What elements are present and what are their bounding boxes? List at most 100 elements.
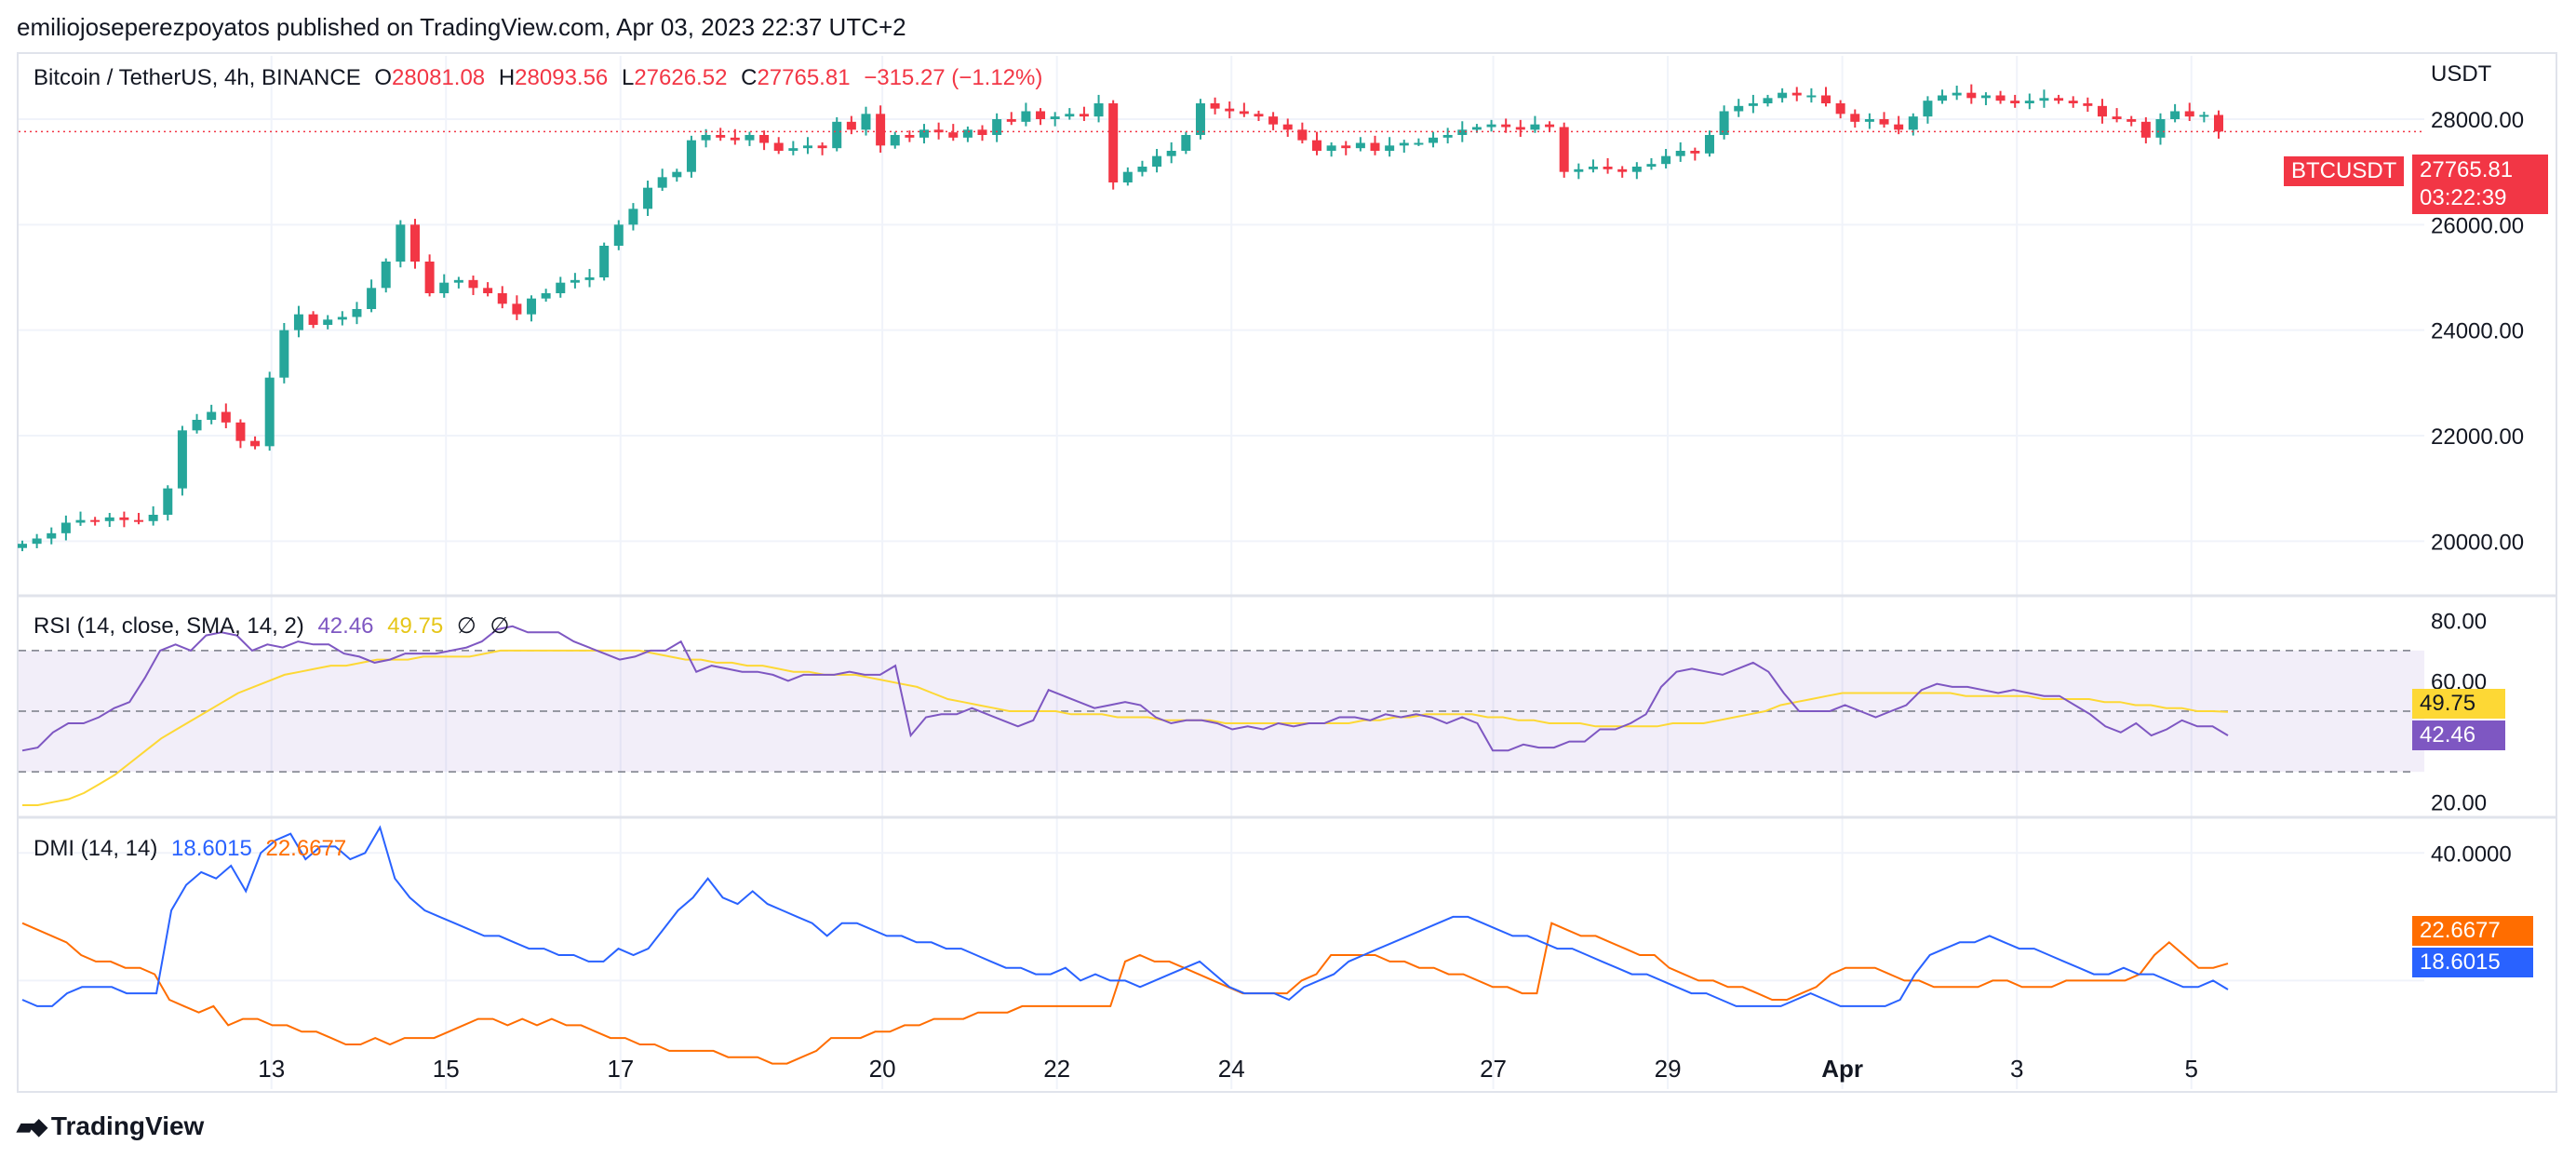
candle-body [1385,145,1395,151]
candle-body [1734,105,1744,112]
candle-body [1864,119,1874,122]
rsi-tick-label: 80.00 [2431,609,2487,634]
candle-body [1966,92,1977,99]
candle-body [2155,119,2166,138]
candle-body [919,129,930,138]
rsi-tick-label: 20.00 [2431,791,2487,816]
candle-body [1122,171,1133,182]
price-tick-label: 28000.00 [2431,108,2524,133]
candle-body [1457,129,1468,135]
candle-body [817,145,827,149]
candle-body [221,411,231,423]
candle-body [1239,111,1249,114]
price-axis-ticks: 28000.00 26000.00 24000.00 22000.00 20000.00… [2431,108,2524,867]
candle-body [584,277,595,280]
candle-body [1791,92,1802,96]
candle-body [701,135,711,141]
time-axis-label: 27 [1480,1055,1507,1083]
candle-body [1617,168,1628,172]
candle-body [2068,101,2078,103]
candle-body [293,314,303,330]
dmi-legend[interactable]: DMI (14, 14) 18.6015 22.6677 [34,836,354,862]
candle-body [119,517,129,520]
tradingview-logo[interactable]: ▰◆ TradingView [17,1111,204,1141]
candle-body [439,282,449,293]
candle-body [1501,124,1511,128]
candle-body [1093,103,1104,117]
candle-body [1065,114,1075,117]
candle-body [279,330,289,378]
bar-countdown: 03:22:39 [2420,185,2507,210]
candle-body [1778,92,1788,99]
candle-body [512,303,522,315]
candle-body [832,121,842,149]
candle-body [1195,103,1205,135]
rsi-tag: 42.46 [2412,720,2505,750]
time-axis-label: 13 [258,1055,285,1083]
candle-body [759,135,770,143]
candle-body [977,129,987,135]
rsi-band [19,650,2424,773]
candle-body [1995,95,2006,101]
candle-body [352,309,362,317]
candle-body [60,522,71,533]
candle-body [1574,168,1584,172]
candle-body [1850,114,1860,122]
rsi-legend[interactable]: RSI (14, close, SMA, 14, 2) 42.46 49.75 … [34,613,517,640]
candle-body [1108,103,1119,182]
candle-body [1486,124,1496,128]
publisher-line: emiliojoseperezpoyatos published on Trad… [17,13,906,41]
candle-body [1166,151,1176,156]
close-value: 27765.81 [757,65,851,90]
candle-body [1952,92,1962,96]
candle-body [2199,114,2209,117]
candle-body [556,282,566,293]
time-axis-label: 20 [869,1055,896,1083]
candlestick-series [18,84,2424,552]
chart-frame[interactable] [17,52,2557,1093]
candle-body [1006,119,1016,122]
candle-body [1835,103,1845,114]
price-tick-label: 26000.00 [2431,213,2524,238]
candle-body [1806,95,1817,98]
candle-body [497,293,507,304]
price-tick-label: 20000.00 [2431,530,2524,555]
candle-body [483,288,493,293]
candle-body [1763,98,1773,103]
candle-body [1355,142,1365,149]
candle-body [1254,114,1264,117]
candle-body [1152,155,1162,167]
candle-body [745,135,755,141]
di-minus-value: 22.6677 [265,836,347,861]
pane-separators [19,594,2557,819]
candle-body [2054,98,2064,101]
candle-body [250,440,261,447]
candle-body [1908,116,1918,130]
candle-body [32,538,42,545]
candle-body [948,132,959,138]
candle-body [1021,111,1031,122]
rsi-sma-value: 49.75 [387,613,444,639]
candle-body [570,279,580,283]
candle-body [337,316,347,320]
candle-body [396,224,406,262]
candle-body [1399,142,1409,146]
candle-body [643,187,653,209]
di-minus-tag: 22.6677 [2412,916,2533,946]
dmi-tick-label: 40.0000 [2431,842,2512,867]
candle-body [1821,95,1831,103]
low-label: L [621,65,635,90]
candle-body [861,114,871,130]
candle-body [1181,135,1191,151]
candle-body [1137,167,1147,172]
time-axis-label: Apr [1821,1055,1863,1083]
symbol-label[interactable]: Bitcoin / TetherUS, 4h, BINANCE [34,65,361,90]
hide-icon[interactable]: ∅ [490,613,510,639]
time-axis-label: 24 [1218,1055,1245,1083]
time-axis-label: 29 [1655,1055,1682,1083]
candle-body [381,262,391,289]
hide-icon[interactable]: ∅ [456,613,476,639]
candle-body [1559,127,1569,172]
di-minus-line [21,922,2229,1065]
